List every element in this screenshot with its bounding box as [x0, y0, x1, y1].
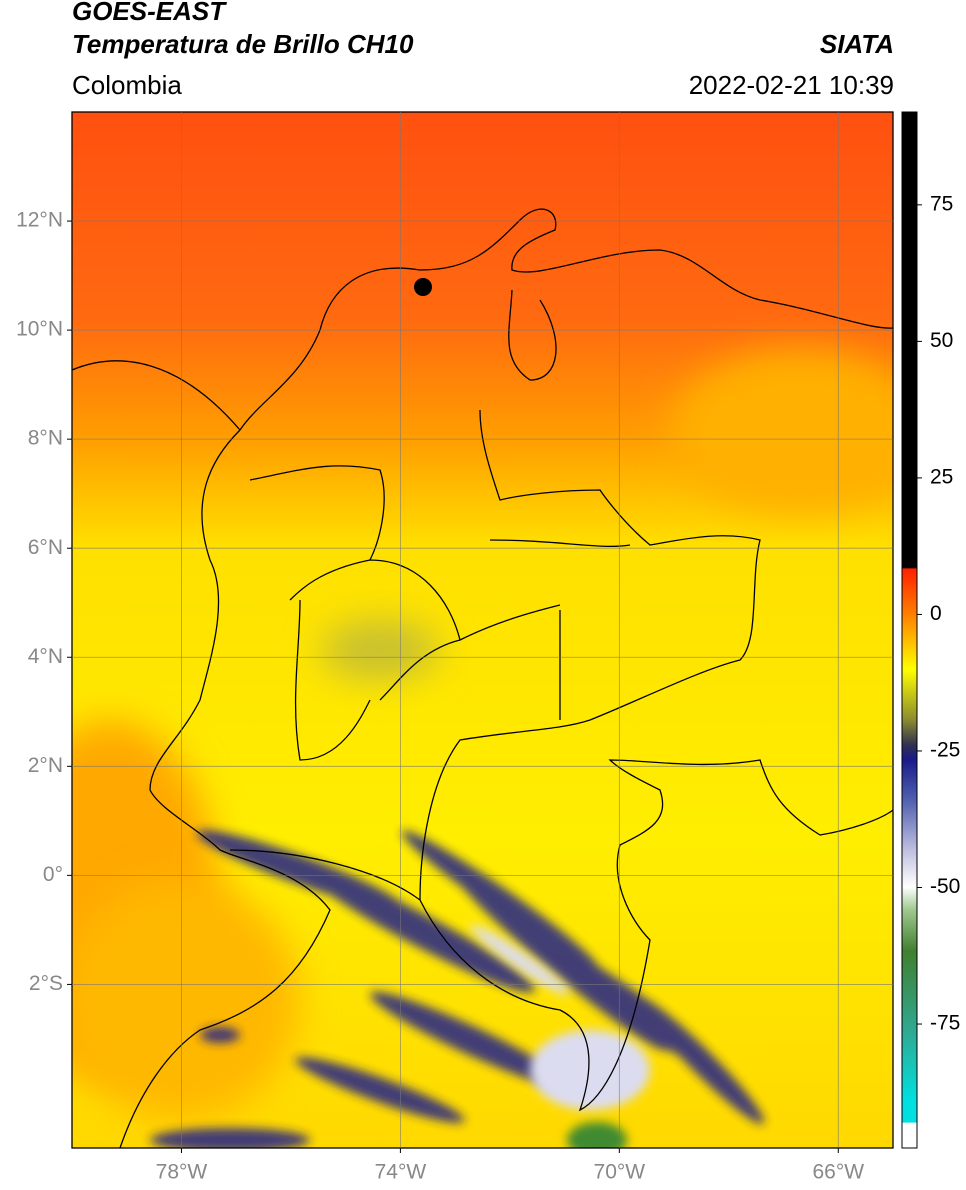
colorbar-tick-label: 50 — [930, 329, 953, 352]
lon-tick-label: 78°W — [156, 1161, 208, 1184]
lat-tick-label: 4°N — [28, 645, 63, 668]
lat-tick-label: 10°N — [16, 318, 63, 341]
agency: SIATA — [819, 29, 894, 59]
lat-tick-label: 6°N — [28, 536, 63, 559]
colorbar-tick-label: 25 — [930, 465, 953, 488]
colorbar-tick-label: -50 — [930, 875, 960, 898]
title-line-2: Temperatura de Brillo CH10 — [72, 29, 414, 59]
colorbar-tick-label: -25 — [930, 739, 960, 762]
title-line-1: GOES-EAST — [72, 0, 226, 26]
colorbar-tick-label: 75 — [930, 192, 953, 215]
colorbar-tick-label: 0 — [930, 602, 942, 625]
brightness-image — [72, 112, 893, 1148]
lon-tick-label: 66°W — [812, 1161, 864, 1184]
lat-tick-label: 12°N — [16, 209, 63, 232]
lat-tick-label: 2°N — [28, 754, 63, 777]
lon-tick-label: 70°W — [594, 1161, 646, 1184]
region: Colombia — [72, 70, 182, 100]
lat-tick-label: 0° — [43, 863, 63, 886]
datetime: 2022-02-21 10:39 — [688, 70, 894, 100]
colorbar — [901, 111, 918, 1149]
lat-tick-label: 2°S — [29, 972, 63, 995]
colorbar-tick-label: -75 — [930, 1012, 960, 1035]
map-frame — [71, 111, 894, 1149]
lat-tick-label: 8°N — [28, 427, 63, 450]
lon-tick-label: 74°W — [375, 1161, 427, 1184]
